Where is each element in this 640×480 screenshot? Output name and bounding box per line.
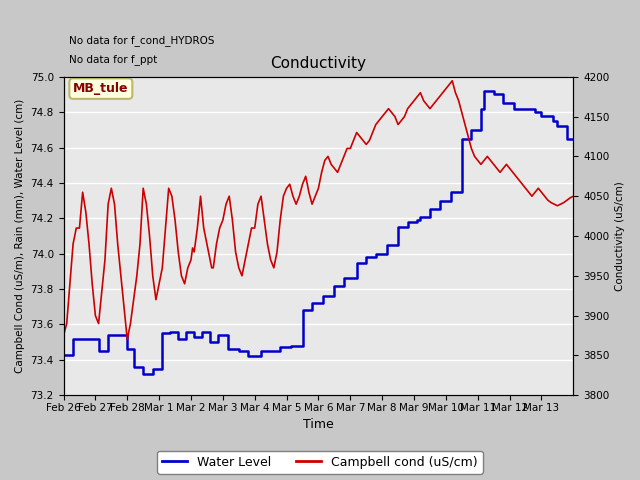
- Water Level: [271, 348, 279, 354]
- Water Level: [140, 371, 147, 377]
- Water Level: [431, 206, 438, 212]
- Water Level: [426, 206, 434, 212]
- Campbell cond (uS/cm): [124, 336, 131, 342]
- Water Level: [480, 88, 488, 94]
- Campbell cond (uS/cm): [433, 98, 440, 104]
- Y-axis label: Conductivity (uS/cm): Conductivity (uS/cm): [615, 181, 625, 291]
- Campbell cond (uS/cm): [570, 193, 577, 199]
- Campbell cond (uS/cm): [60, 333, 67, 338]
- Line: Campbell cond (uS/cm): Campbell cond (uS/cm): [63, 81, 573, 339]
- Campbell cond (uS/cm): [203, 241, 211, 247]
- Water Level: [570, 136, 577, 142]
- Campbell cond (uS/cm): [465, 133, 472, 139]
- Line: Water Level: Water Level: [63, 91, 573, 374]
- Text: No data for f_cond_HYDROS: No data for f_cond_HYDROS: [68, 36, 214, 46]
- Campbell cond (uS/cm): [502, 161, 510, 167]
- Water Level: [127, 347, 134, 352]
- Water Level: [65, 352, 72, 358]
- Legend: Water Level, Campbell cond (uS/cm): Water Level, Campbell cond (uS/cm): [157, 451, 483, 474]
- Water Level: [244, 353, 252, 359]
- Campbell cond (uS/cm): [449, 78, 456, 84]
- Text: No data for f_ppt: No data for f_ppt: [68, 55, 157, 65]
- Campbell cond (uS/cm): [289, 193, 297, 199]
- Title: Conductivity: Conductivity: [271, 57, 367, 72]
- Text: MB_tule: MB_tule: [73, 82, 129, 95]
- Campbell cond (uS/cm): [538, 189, 545, 195]
- Y-axis label: Campbell Cond (uS/m), Rain (mm), Water Level (cm): Campbell Cond (uS/m), Rain (mm), Water L…: [15, 99, 25, 373]
- Water Level: [60, 352, 67, 358]
- X-axis label: Time: Time: [303, 419, 334, 432]
